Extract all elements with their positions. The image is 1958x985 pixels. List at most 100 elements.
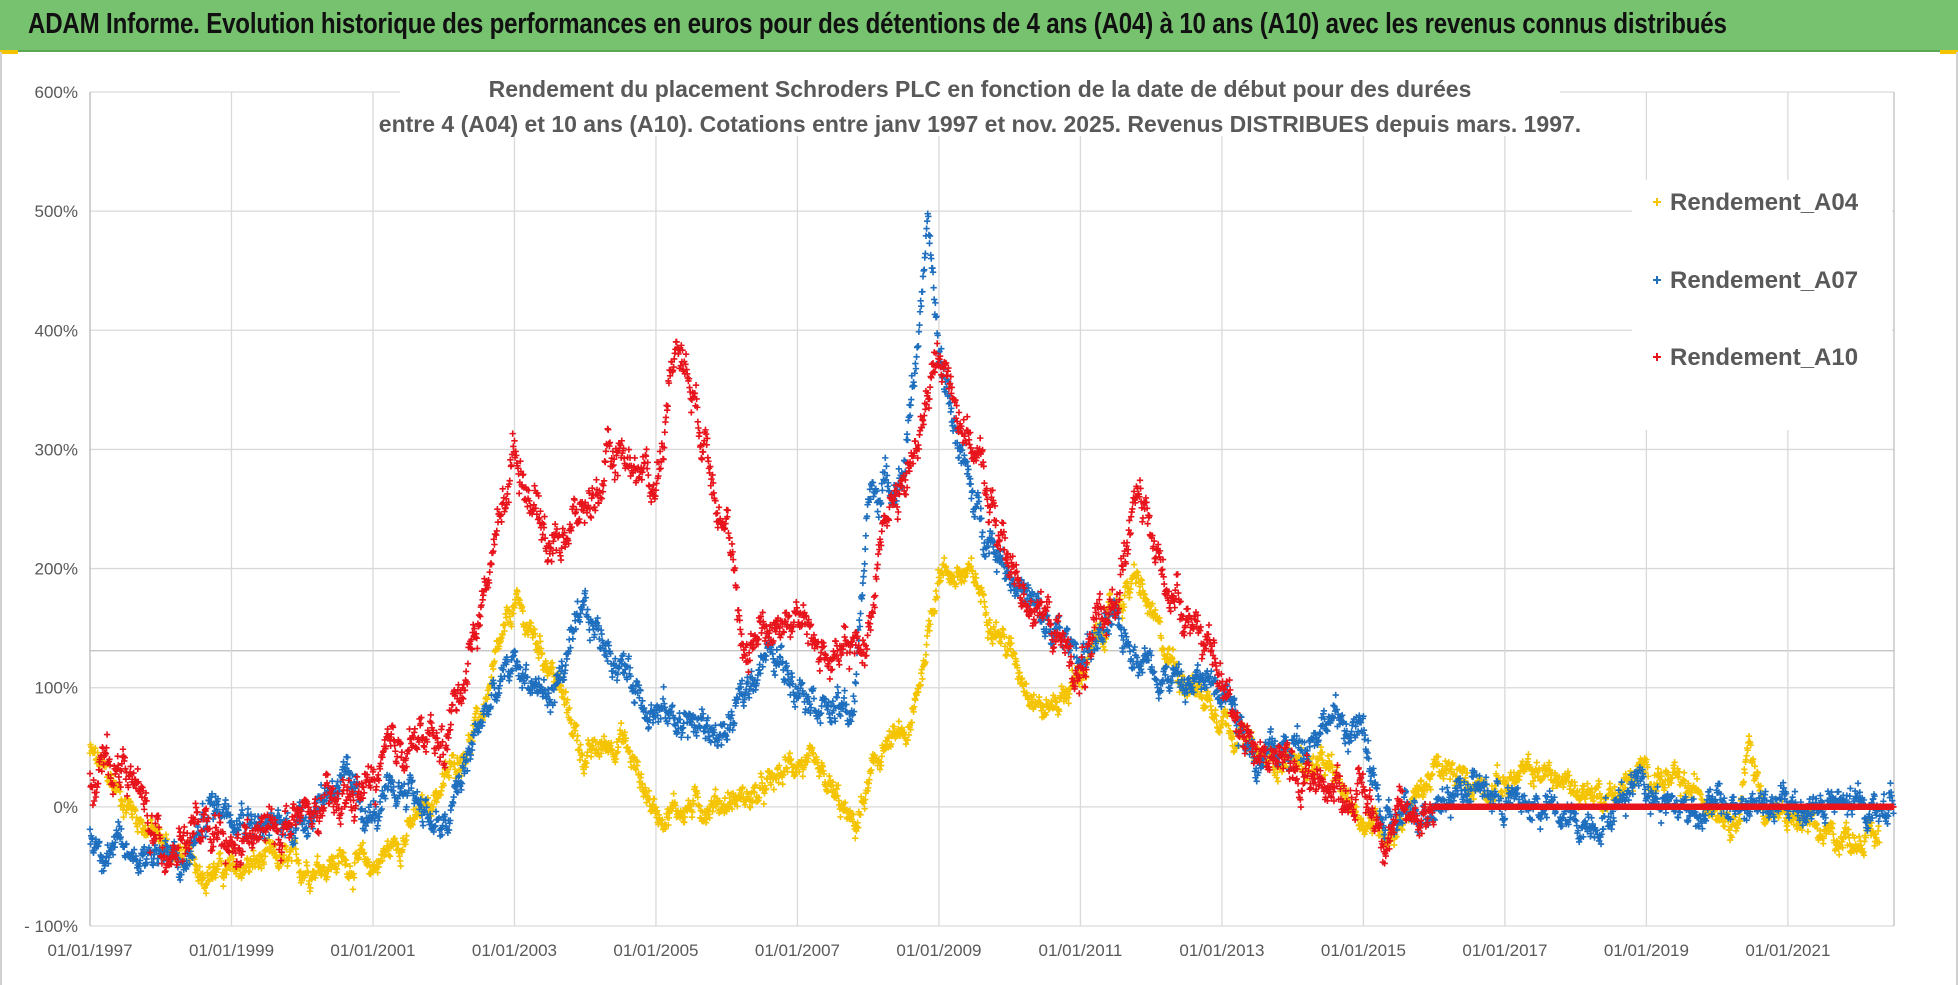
data-point: [905, 731, 913, 739]
data-point: [907, 726, 914, 733]
data-point: [698, 706, 706, 713]
data-point: [536, 632, 544, 640]
data-point: [1135, 572, 1142, 579]
data-point: [965, 466, 972, 473]
data-point: [1123, 578, 1131, 585]
data-point: [1328, 751, 1335, 758]
data-point: [256, 861, 263, 869]
data-point: [712, 786, 719, 793]
data-point: [904, 436, 911, 444]
data-point: [810, 750, 817, 758]
data-point: [580, 770, 588, 777]
data-point: [271, 849, 279, 856]
data-point: [775, 779, 782, 786]
data-point: [523, 661, 530, 669]
data-point: [1212, 712, 1220, 720]
title-banner: ADAM Informe. Evolution historique des p…: [0, 0, 1958, 52]
data-point: [694, 794, 702, 801]
data-point: [86, 826, 94, 833]
data-point: [349, 886, 357, 893]
data-point: [659, 695, 667, 703]
data-point: [1743, 752, 1750, 759]
x-tick-label: 01/01/2005: [613, 941, 698, 960]
y-tick-label: 400%: [35, 321, 78, 340]
data-point: [574, 732, 581, 739]
data-point: [733, 796, 740, 804]
data-point: [1065, 700, 1072, 707]
x-tick-label: 01/01/2013: [1179, 941, 1264, 960]
data-point: [932, 587, 940, 595]
data-point: [538, 649, 546, 657]
data-point: [653, 807, 661, 814]
data-point: [583, 759, 590, 767]
data-point: [915, 342, 922, 350]
data-point: [537, 638, 544, 645]
data-point: [660, 683, 667, 691]
data-point: [344, 754, 351, 761]
data-point: [315, 861, 322, 869]
data-point: [261, 853, 269, 860]
data-point: [861, 805, 868, 812]
data-point: [984, 634, 992, 642]
data-point: [612, 755, 620, 763]
data-point: [1007, 645, 1014, 653]
data-point: [510, 610, 517, 617]
data-point: [284, 862, 291, 870]
data-point: [597, 750, 605, 757]
data-point: [1142, 595, 1150, 602]
data-point: [604, 741, 611, 748]
data-point: [659, 816, 666, 823]
data-point: [576, 746, 583, 753]
data-point: [971, 578, 979, 586]
data-point: [399, 846, 406, 853]
data-point: [923, 641, 930, 648]
data-point: [1149, 600, 1156, 607]
data-point: [758, 773, 765, 781]
data-point: [703, 815, 710, 823]
data-point: [887, 740, 895, 748]
data-point: [374, 869, 381, 876]
data-point: [385, 851, 393, 859]
series-rendement-a07: [86, 210, 1897, 884]
data-point: [834, 782, 842, 789]
data-point: [846, 807, 854, 814]
data-point: [419, 822, 427, 829]
data-point: [877, 762, 885, 769]
data-point: [895, 718, 903, 725]
data-point: [691, 783, 699, 791]
data-point: [1139, 587, 1147, 595]
x-tick-label: 01/01/2009: [896, 941, 981, 960]
data-point: [576, 756, 584, 764]
data-point: [1794, 825, 1801, 833]
data-point: [648, 806, 656, 813]
data-point: [826, 772, 833, 780]
data-point: [740, 702, 748, 710]
data-point: [997, 640, 1005, 647]
data-point: [307, 884, 314, 892]
data-point: [852, 835, 859, 842]
data-point: [1018, 675, 1026, 682]
data-point: [1130, 561, 1138, 568]
data-point: [747, 804, 754, 811]
x-tick-label: 01/01/2007: [755, 941, 840, 960]
data-point: [94, 749, 101, 756]
data-point: [761, 790, 768, 797]
data-point: [805, 752, 812, 759]
title-backdrop: [400, 66, 1560, 136]
data-point: [876, 766, 884, 773]
data-point: [92, 744, 99, 752]
data-point: [652, 804, 660, 811]
data-point: [824, 787, 832, 795]
data-point: [763, 785, 770, 792]
data-point: [562, 688, 569, 695]
data-point: [860, 573, 867, 580]
data-point: [786, 750, 793, 757]
x-tick-label: 01/01/2019: [1604, 941, 1689, 960]
data-point: [930, 284, 937, 291]
data-point: [613, 677, 621, 684]
data-point: [916, 308, 924, 315]
data-point: [1064, 694, 1072, 701]
data-point: [866, 776, 873, 783]
data-point: [942, 563, 950, 570]
data-point: [295, 860, 302, 867]
